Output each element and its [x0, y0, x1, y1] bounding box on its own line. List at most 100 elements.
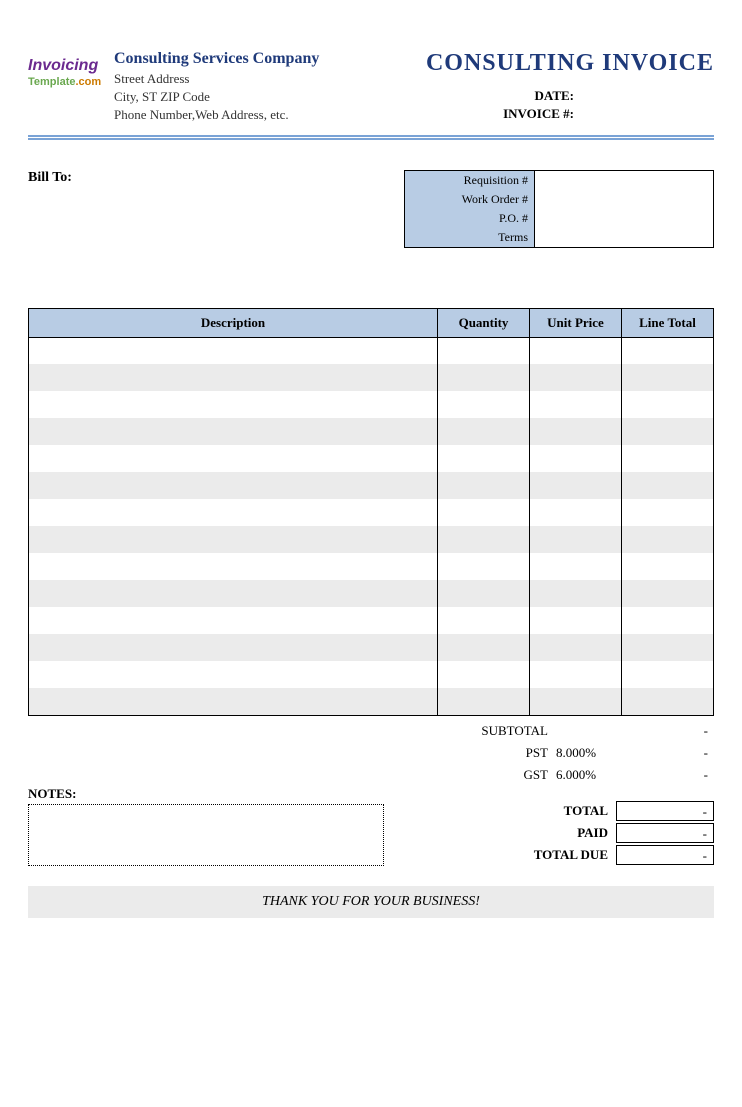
cell-desc[interactable] — [29, 337, 438, 364]
workorder-label: Work Order # — [405, 190, 534, 209]
cell-desc[interactable] — [29, 526, 438, 553]
gst-value: - — [616, 767, 714, 783]
cell-desc[interactable] — [29, 418, 438, 445]
table-row — [29, 364, 714, 391]
divider-rule — [28, 135, 714, 140]
table-row — [29, 634, 714, 661]
cell-total[interactable] — [622, 634, 714, 661]
cell-total[interactable] — [622, 526, 714, 553]
cell-desc[interactable] — [29, 580, 438, 607]
cell-desc[interactable] — [29, 634, 438, 661]
cell-qty[interactable] — [438, 472, 530, 499]
cell-price[interactable] — [530, 526, 622, 553]
logo-word-template: Template — [28, 76, 75, 88]
notes-box[interactable] — [28, 804, 384, 866]
notes-column: NOTES: — [28, 720, 404, 866]
terms-label: Terms — [405, 228, 534, 247]
col-line-total: Line Total — [622, 308, 714, 337]
table-row — [29, 337, 714, 364]
cell-price[interactable] — [530, 391, 622, 418]
cell-price[interactable] — [530, 661, 622, 688]
paid-value: - — [616, 823, 714, 843]
cell-price[interactable] — [530, 364, 622, 391]
cell-price[interactable] — [530, 499, 622, 526]
cell-total[interactable] — [622, 337, 714, 364]
cell-total[interactable] — [622, 391, 714, 418]
po-value[interactable] — [535, 207, 713, 225]
cell-price[interactable] — [530, 607, 622, 634]
order-labels: Requisition # Work Order # P.O. # Terms — [405, 171, 535, 247]
title-block: CONSULTING INVOICE DATE: INVOICE #: — [426, 50, 714, 123]
cell-desc[interactable] — [29, 499, 438, 526]
cell-price[interactable] — [530, 445, 622, 472]
cell-price[interactable] — [530, 688, 622, 715]
cell-desc[interactable] — [29, 445, 438, 472]
subtotal-label: SUBTOTAL — [404, 723, 556, 739]
cell-qty[interactable] — [438, 634, 530, 661]
logo-line1: Invoicing — [28, 58, 108, 74]
cell-price[interactable] — [530, 337, 622, 364]
col-quantity: Quantity — [438, 308, 530, 337]
cell-total[interactable] — [622, 499, 714, 526]
cell-qty[interactable] — [438, 391, 530, 418]
gst-percent: 6.000% — [556, 767, 616, 783]
company-contact: Phone Number,Web Address, etc. — [114, 106, 426, 124]
logo-line2: Template.com — [28, 76, 108, 88]
company-city: City, ST ZIP Code — [114, 88, 426, 106]
invoice-number-label: INVOICE #: — [426, 105, 714, 123]
cell-price[interactable] — [530, 634, 622, 661]
cell-total[interactable] — [622, 472, 714, 499]
cell-price[interactable] — [530, 418, 622, 445]
cell-total[interactable] — [622, 364, 714, 391]
workorder-value[interactable] — [535, 189, 713, 207]
table-row — [29, 472, 714, 499]
cell-price[interactable] — [530, 580, 622, 607]
cell-total[interactable] — [622, 445, 714, 472]
totals-column: SUBTOTAL - PST 8.000% - GST 6.000% - TOT… — [404, 720, 714, 866]
pst-percent: 8.000% — [556, 745, 616, 761]
cell-qty[interactable] — [438, 445, 530, 472]
total-due-value: - — [616, 845, 714, 865]
cell-desc[interactable] — [29, 607, 438, 634]
col-unit-price: Unit Price — [530, 308, 622, 337]
cell-price[interactable] — [530, 553, 622, 580]
cell-total[interactable] — [622, 661, 714, 688]
cell-total[interactable] — [622, 553, 714, 580]
logo-word-com: .com — [75, 76, 101, 88]
cell-desc[interactable] — [29, 472, 438, 499]
table-row — [29, 391, 714, 418]
cell-qty[interactable] — [438, 364, 530, 391]
cell-qty[interactable] — [438, 553, 530, 580]
table-row — [29, 418, 714, 445]
table-row — [29, 553, 714, 580]
cell-price[interactable] — [530, 472, 622, 499]
invoice-title: CONSULTING INVOICE — [426, 50, 714, 77]
cell-desc[interactable] — [29, 661, 438, 688]
cell-desc[interactable] — [29, 364, 438, 391]
billto-section: Bill To: Requisition # Work Order # P.O.… — [28, 170, 714, 248]
cell-qty[interactable] — [438, 607, 530, 634]
cell-qty[interactable] — [438, 499, 530, 526]
table-row — [29, 607, 714, 634]
terms-value[interactable] — [535, 225, 713, 243]
cell-total[interactable] — [622, 418, 714, 445]
cell-qty[interactable] — [438, 337, 530, 364]
requisition-value[interactable] — [535, 171, 713, 189]
cell-total[interactable] — [622, 607, 714, 634]
cell-qty[interactable] — [438, 688, 530, 715]
notes-label: NOTES: — [28, 786, 384, 802]
cell-qty[interactable] — [438, 661, 530, 688]
header: Invoicing Template.com Consulting Servic… — [28, 50, 714, 125]
table-row — [29, 526, 714, 553]
cell-qty[interactable] — [438, 580, 530, 607]
billto-left: Bill To: — [28, 170, 404, 248]
cell-desc[interactable] — [29, 553, 438, 580]
cell-desc[interactable] — [29, 391, 438, 418]
cell-total[interactable] — [622, 688, 714, 715]
cell-desc[interactable] — [29, 688, 438, 715]
cell-qty[interactable] — [438, 526, 530, 553]
cell-qty[interactable] — [438, 418, 530, 445]
po-label: P.O. # — [405, 209, 534, 228]
total-label: TOTAL — [404, 803, 616, 819]
cell-total[interactable] — [622, 580, 714, 607]
